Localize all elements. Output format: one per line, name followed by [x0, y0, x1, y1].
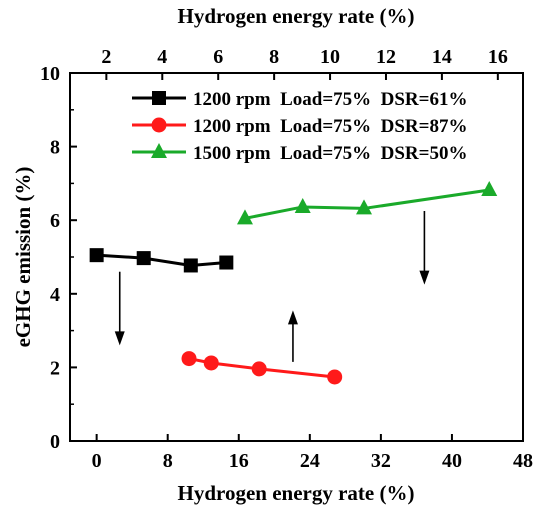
- top-x-tick-label: 16: [488, 46, 508, 68]
- legend: 1200 rpm Load=75% DSR=61% 1200 rpm Load=7…: [132, 89, 467, 164]
- data-point-triangle: [356, 199, 373, 215]
- data-point-circle: [251, 361, 267, 377]
- top-x-tick-label: 10: [320, 46, 340, 68]
- data-point-circle: [203, 355, 219, 371]
- data-point-triangle: [481, 181, 498, 197]
- y-tick-label: 10: [40, 63, 60, 85]
- arrow-down: [114, 271, 125, 346]
- top-x-axis-ticks: 2 4 6 8 10 12 14 16: [101, 46, 508, 80]
- x-tick-label: 40: [442, 450, 462, 472]
- data-point-square: [136, 251, 151, 266]
- y-tick-label: 0: [50, 431, 60, 453]
- top-x-axis-title: Hydrogen energy rate (%): [178, 4, 415, 28]
- x-tick-label: 8: [163, 450, 173, 472]
- data-point-triangle: [236, 209, 253, 225]
- top-x-tick-label: 2: [101, 46, 111, 68]
- data-point-square: [219, 255, 234, 270]
- legend-label: 1200 rpm Load=75% DSR=87%: [193, 116, 467, 137]
- data-point-square: [89, 248, 104, 263]
- series-line: [244, 188, 490, 220]
- arrow-down: [419, 211, 430, 285]
- top-x-tick-label: 6: [213, 46, 223, 68]
- x-tick-label: 32: [371, 450, 391, 472]
- x-axis-title: Hydrogen energy rate (%): [178, 481, 415, 505]
- y-axis-title: eGHG emission (%): [11, 167, 35, 348]
- legend-label: 1500 rpm Load=75% DSR=50%: [193, 143, 467, 164]
- x-axis-ticks: 0 8 16 24 32 40 48: [92, 434, 533, 472]
- top-x-tick-label: 14: [432, 46, 452, 68]
- arrow-up: [287, 310, 298, 362]
- legend-item: 1500 rpm Load=75% DSR=50%: [132, 143, 467, 164]
- top-x-tick-label: 4: [157, 46, 167, 68]
- data-point-square: [152, 91, 166, 105]
- data-point-triangle: [294, 197, 311, 213]
- top-x-tick-label: 12: [376, 46, 396, 68]
- y-tick-label: 4: [50, 284, 60, 306]
- y-tick-label: 6: [50, 210, 60, 232]
- y-tick-label: 2: [50, 357, 60, 379]
- series-triangle: [236, 181, 498, 225]
- x-tick-label: 24: [300, 450, 320, 472]
- data-point-circle: [151, 117, 167, 133]
- x-tick-label: 0: [92, 450, 102, 472]
- x-tick-label: 16: [229, 450, 249, 472]
- series-line: [188, 357, 335, 379]
- data-point-circle: [327, 369, 343, 385]
- legend-item: 1200 rpm Load=75% DSR=61%: [132, 89, 467, 110]
- y-tick-label: 8: [50, 137, 60, 159]
- series-square: [89, 248, 234, 273]
- legend-item: 1200 rpm Load=75% DSR=87%: [132, 116, 467, 137]
- top-x-tick-label: 8: [269, 46, 279, 68]
- series-circle: [181, 351, 343, 385]
- series-line: [96, 253, 227, 267]
- data-point-circle: [181, 351, 197, 367]
- series-layer: [89, 181, 498, 385]
- y-axis-ticks: 0 2 4 6 8 10: [40, 63, 77, 453]
- data-point-triangle: [151, 143, 167, 158]
- x-tick-label: 48: [513, 450, 533, 472]
- data-point-square: [183, 258, 198, 273]
- legend-label: 1200 rpm Load=75% DSR=61%: [193, 89, 467, 110]
- annotation-arrows: [114, 211, 430, 362]
